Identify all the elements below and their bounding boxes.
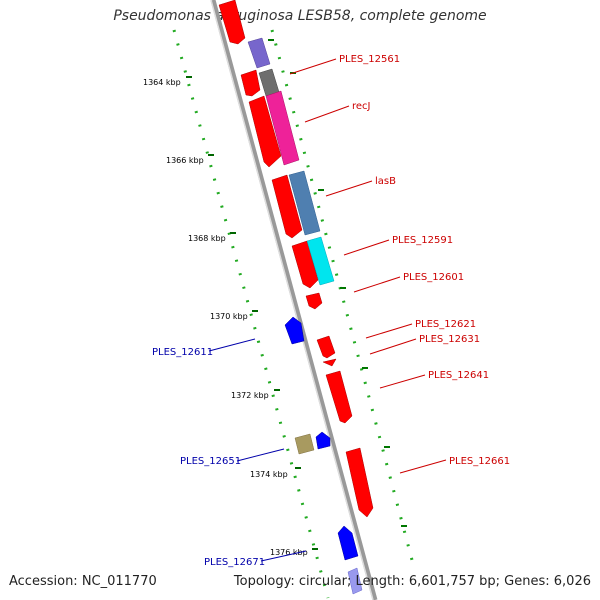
gene-label[interactable]: PLES_12661 — [449, 456, 510, 467]
gene-label[interactable]: PLES_12561 — [339, 54, 400, 65]
leader-line — [365, 323, 413, 339]
feature-ples-12671-blue[interactable] — [337, 525, 359, 561]
feature-ples-12591-red[interactable] — [291, 240, 319, 289]
scale-label: 1368 kbp — [188, 234, 226, 243]
leader-line — [343, 239, 390, 256]
scale-tick-1364: 1364 kbp — [143, 76, 192, 87]
feature-top-red[interactable] — [218, 0, 246, 45]
map-title: Pseudomonas aeruginosa LESB58, complete … — [113, 8, 487, 24]
reverse-leaders — [208, 338, 307, 562]
scale-tick-1372: 1372 kbp — [231, 389, 280, 400]
feature-magenta[interactable] — [265, 90, 300, 166]
feature-ples-12631-red[interactable] — [322, 358, 337, 367]
forward-leaders — [289, 58, 447, 474]
ruler: 1364 kbp 1366 kbp 1368 kbp 1370 kbp 1372… — [143, 76, 318, 557]
genome-summary: Topology: circular; Length: 6,601,757 bp… — [233, 574, 591, 589]
gene-label[interactable]: PLES_12621 — [415, 319, 476, 330]
feature-lasb-red[interactable] — [271, 174, 303, 239]
leader-line — [369, 338, 417, 355]
accession-label: Accession: NC_011770 — [9, 574, 157, 589]
gene-label[interactable]: PLES_12611 — [152, 347, 213, 358]
gene-label[interactable]: PLES_12591 — [392, 235, 453, 246]
leader-line — [260, 550, 307, 562]
outer-dotted-track — [172, 29, 330, 599]
gene-label[interactable]: PLES_12601 — [403, 272, 464, 283]
scale-track — [172, 29, 414, 599]
backbone-highlight — [210, 0, 374, 600]
forward-labels: PLES_12561 recJ lasB PLES_12591 PLES_126… — [339, 54, 510, 467]
scale-tick-1374: 1374 kbp — [250, 467, 301, 479]
gene-label[interactable]: lasB — [375, 176, 396, 187]
feature-ples-12621-red[interactable] — [316, 335, 336, 359]
scale-label: 1376 kbp — [270, 548, 308, 557]
scale-tick-1368: 1368 kbp — [188, 232, 236, 243]
scale-label: 1370 kbp — [210, 312, 248, 321]
scale-tick-1366: 1366 kbp — [166, 154, 214, 165]
scale-label: 1374 kbp — [250, 470, 288, 479]
reverse-labels: PLES_12611 PLES_12651 PLES_12671 — [152, 347, 265, 568]
gene-label[interactable]: recJ — [352, 101, 371, 112]
leader-line — [399, 459, 447, 474]
leader-line — [236, 448, 285, 462]
feature-ples-12561-red[interactable] — [240, 69, 261, 97]
scale-label: 1364 kbp — [143, 78, 181, 87]
leader-line — [304, 105, 350, 123]
feature-ples-12641-red[interactable] — [325, 370, 353, 424]
feature-lightblue[interactable] — [347, 567, 363, 595]
scale-tick-1370: 1370 kbp — [210, 310, 258, 321]
leader-line — [353, 276, 401, 293]
leader-line — [325, 180, 373, 197]
leader-line — [289, 58, 337, 75]
forward-features — [218, 0, 374, 518]
backbone — [210, 0, 378, 600]
feature-blue-2[interactable] — [315, 431, 331, 450]
feature-gray[interactable] — [258, 68, 280, 97]
scale-tick-1376: 1376 kbp — [270, 548, 318, 557]
feature-steelblue[interactable] — [288, 170, 321, 236]
feature-purple[interactable] — [247, 37, 271, 69]
feature-ples-12611-blue[interactable] — [284, 316, 305, 345]
scale-label: 1372 kbp — [231, 391, 269, 400]
gene-label[interactable]: PLES_12641 — [428, 370, 489, 381]
gene-label[interactable]: PLES_12671 — [204, 557, 265, 568]
feature-recj-red[interactable] — [248, 95, 282, 168]
feature-cyan[interactable] — [306, 236, 335, 286]
leader-line — [208, 338, 256, 352]
gene-label[interactable]: PLES_12631 — [419, 334, 480, 345]
feature-ples-12661-red[interactable] — [345, 447, 374, 518]
backbone-line — [210, 0, 378, 600]
reverse-features — [284, 316, 363, 595]
gene-label[interactable]: PLES_12651 — [180, 456, 241, 467]
leader-line — [379, 374, 426, 389]
feature-ples-12601-red[interactable] — [305, 292, 323, 310]
cog-features — [247, 37, 335, 455]
scale-label: 1366 kbp — [166, 156, 204, 165]
feature-khaki[interactable] — [294, 433, 315, 455]
